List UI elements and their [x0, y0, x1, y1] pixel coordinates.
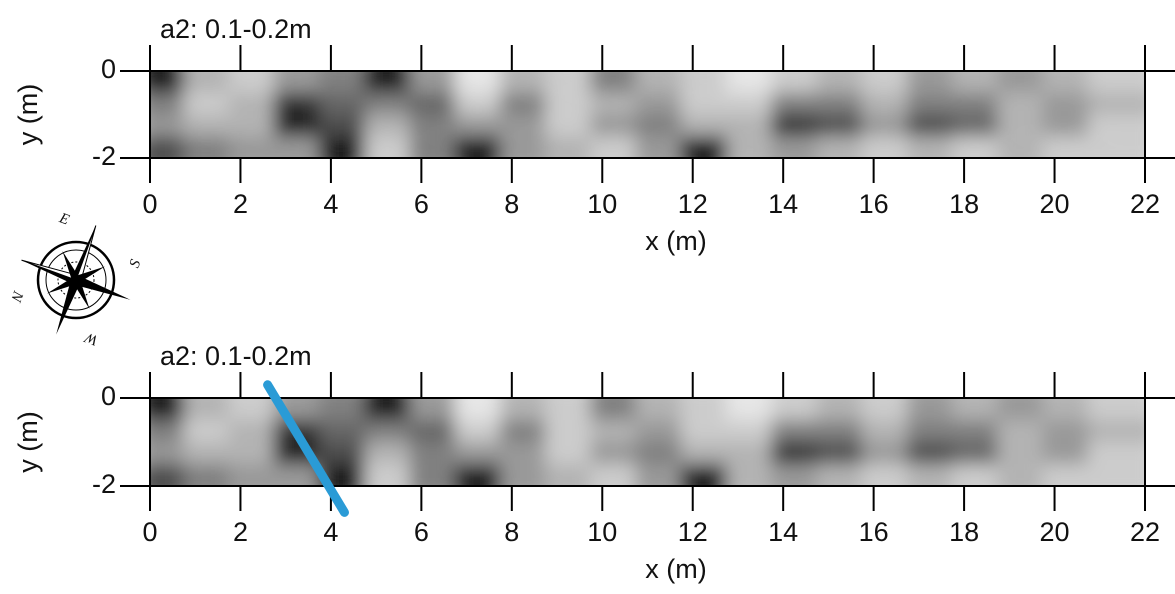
x-tick-label: 10: [587, 517, 617, 547]
heatmap-cells: [138, 384, 1157, 500]
compass-label: W: [82, 328, 101, 348]
y-tick-label: -2: [92, 141, 116, 171]
x-tick-label: 20: [1040, 189, 1070, 219]
heatmap-cell: [1088, 93, 1157, 115]
x-tick-label: 4: [323, 189, 338, 219]
heatmap-cells: [138, 57, 1157, 172]
x-tick-label: 16: [859, 517, 889, 547]
x-tick-label: 12: [678, 517, 708, 547]
x-tick-label: 0: [142, 517, 157, 547]
chart-title: a2: 0.1-0.2m: [160, 341, 312, 371]
x-tick-label: 2: [233, 517, 248, 547]
heatmap-cell: [1088, 442, 1157, 464]
x-tick-label: 22: [1130, 517, 1160, 547]
y-tick-label: -2: [92, 469, 116, 499]
x-tick-label: 16: [859, 189, 889, 219]
x-axis-label: x (m): [645, 554, 706, 584]
chart-title: a2: 0.1-0.2m: [160, 14, 312, 44]
heatmap-cell: [1088, 464, 1157, 500]
x-tick-label: 0: [142, 189, 157, 219]
x-tick-label: 10: [587, 189, 617, 219]
compass: E S W N: [2, 206, 151, 355]
x-tick-label: 18: [949, 517, 979, 547]
heatmap-cell: [1088, 115, 1157, 137]
heatmap-cell: [1088, 136, 1157, 172]
x-axis-label: x (m): [645, 226, 706, 256]
x-tick-label: 6: [414, 189, 429, 219]
compass-label: E: [56, 210, 71, 229]
x-tick-label: 20: [1040, 517, 1070, 547]
x-tick-label: 4: [323, 517, 338, 547]
x-tick-label: 2: [233, 189, 248, 219]
x-tick-label: 14: [768, 189, 798, 219]
heatmap-cell: [1088, 420, 1157, 442]
heatmap: [138, 57, 1157, 172]
heatmap-cell: [1088, 384, 1157, 420]
y-axis-label: y (m): [13, 84, 43, 145]
compass-label: N: [7, 288, 26, 305]
y-axis-label: y (m): [13, 411, 43, 472]
compass-label: S: [127, 257, 145, 270]
y-tick-label: 0: [101, 54, 116, 84]
heatmap: [138, 384, 1157, 500]
x-tick-label: 8: [504, 517, 519, 547]
y-tick-label: 0: [101, 381, 116, 411]
x-tick-label: 18: [949, 189, 979, 219]
x-tick-label: 8: [504, 189, 519, 219]
x-tick-label: 22: [1130, 189, 1160, 219]
x-tick-label: 14: [768, 517, 798, 547]
heatmap-cell: [1088, 57, 1157, 93]
x-tick-label: 12: [678, 189, 708, 219]
figure: ESWN 02468101214161820220-2a2: 0.1-0.2mx…: [0, 0, 1175, 594]
x-tick-label: 6: [414, 517, 429, 547]
